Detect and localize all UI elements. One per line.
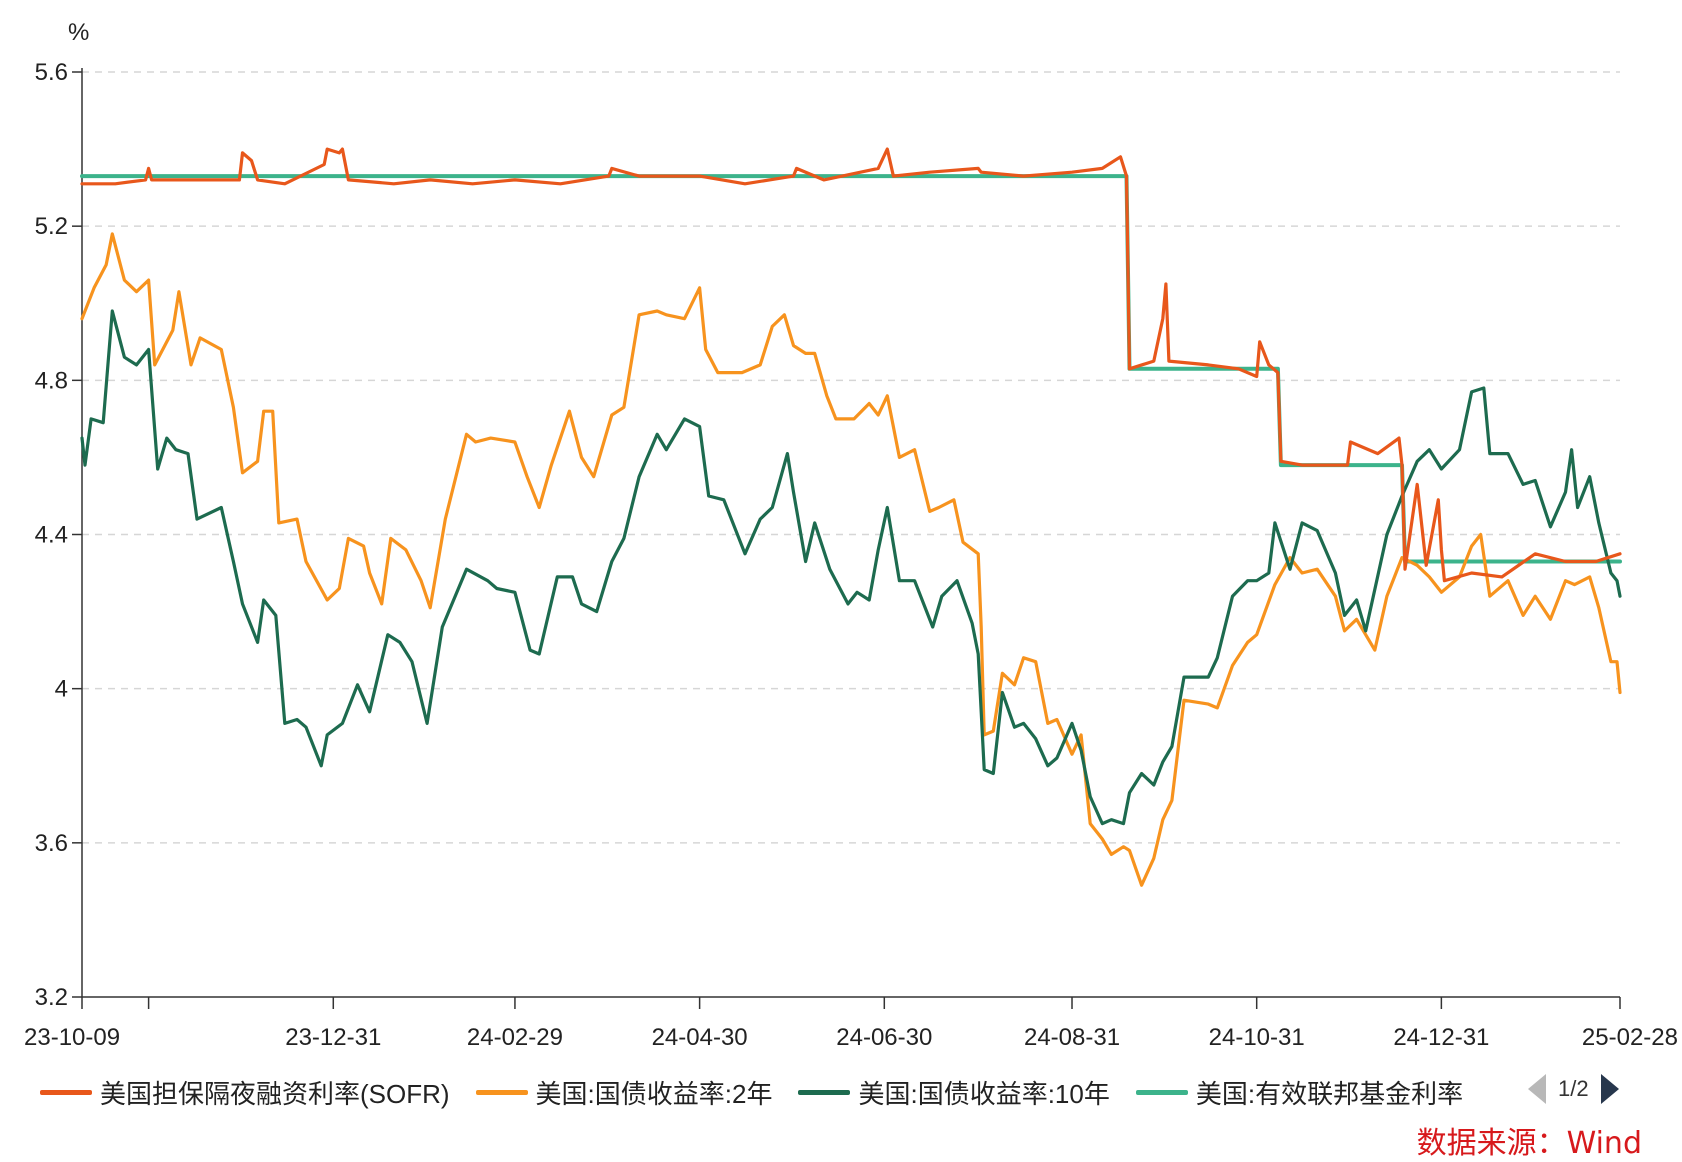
legend-item-treasury-10y[interactable]: 美国:国债收益率:10年 [798,1074,1110,1111]
x-tick-label: 24-06-30 [836,1024,932,1051]
y-axis: 3.2 3.6 4 4.4 4.8 5.2 5.6 [35,59,83,1011]
x-tick-label: 24-12-31 [1393,1024,1489,1051]
legend-page-indicator: 1/2 [1558,1076,1589,1101]
x-tick-label: 24-08-31 [1024,1024,1120,1051]
x-tick-label: 23-12-31 [285,1024,381,1051]
line-chart: % 3.2 3.6 4 4.4 4.8 5.2 5.6 23-10-09 23-12-31 24… [24,19,1678,1051]
legend-swatch-treasury-2y [475,1089,528,1095]
series-line-treasury-2y [80,232,1622,887]
x-tick-label: 25-02-28 [1582,1024,1678,1051]
series-line-effr [80,174,1622,564]
x-axis: 23-10-09 23-12-31 24-02-29 24-04-30 24-06-30… [24,996,1678,1051]
x-tick-label: 24-10-31 [1209,1024,1305,1051]
x-tick-label: 24-04-30 [652,1024,748,1051]
y-tick-label: 4 [55,676,68,703]
legend-label-sofr: 美国担保隔夜融资利率(SOFR) [100,1078,450,1109]
legend: 美国担保隔夜融资利率(SOFR) 美国:国债收益率:2年 美国:国债收益率:10… [40,1072,1463,1112]
legend-prev-icon[interactable] [1528,1074,1546,1104]
legend-pager: 1/2 [1528,1074,1619,1104]
y-tick-label: 5.6 [35,59,68,86]
data-source: 数据来源：Wind [1416,1126,1642,1161]
legend-swatch-effr [1135,1089,1188,1095]
series-line-sofr [80,147,1622,583]
legend-label-treasury-10y: 美国:国债收益率:10年 [858,1078,1110,1109]
legend-item-effr[interactable]: 美国:有效联邦基金利率 [1135,1074,1464,1111]
legend-swatch-sofr [40,1089,92,1095]
grid-lines [82,71,1620,844]
y-tick-label: 3.2 [35,984,68,1011]
legend-label-effr: 美国:有效联邦基金利率 [1195,1078,1464,1109]
legend-label-treasury-2y: 美国:国债收益率:2年 [535,1078,773,1109]
y-tick-label: 5.2 [35,213,68,240]
series-lines [80,147,1622,887]
legend-item-treasury-2y[interactable]: 美国:国债收益率:2年 [475,1074,773,1111]
y-axis-unit: % [68,19,89,46]
x-tick-label: 23-10-09 [24,1024,120,1051]
y-tick-label: 4.4 [35,522,68,549]
legend-item-sofr[interactable]: 美国担保隔夜融资利率(SOFR) [40,1074,450,1111]
x-tick-label: 24-02-29 [467,1024,563,1051]
series-line-treasury-10y [80,309,1622,826]
legend-next-icon[interactable] [1600,1074,1619,1104]
legend-swatch-treasury-10y [798,1089,851,1095]
y-tick-label: 4.8 [35,367,68,394]
y-tick-label: 3.6 [35,830,68,857]
